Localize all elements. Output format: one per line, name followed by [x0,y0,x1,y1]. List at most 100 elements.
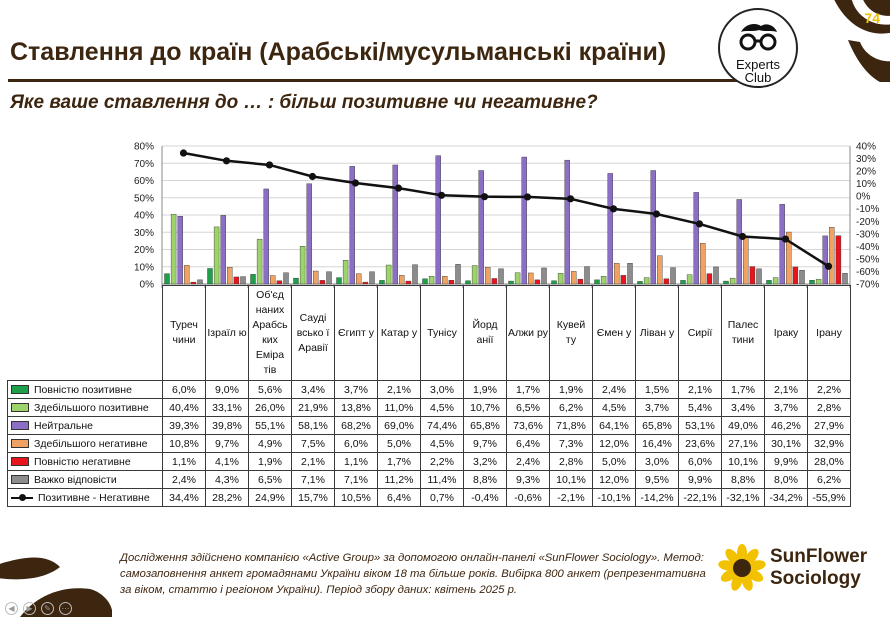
sunflower-icon [718,544,766,591]
table-cell: 53,1% [678,416,722,435]
series-name: Здебільшого негативне [34,437,148,450]
bar [584,266,590,285]
table-cell: 5,0% [592,452,636,471]
sunflower-logo-line2: Sociology [770,568,861,589]
menu-icon[interactable]: ⋯ [59,602,72,615]
bar [686,274,693,285]
bar [293,277,299,285]
category-header: Іраку [764,285,808,381]
table-cell: -0,4% [463,488,507,507]
bar [299,246,306,285]
bar [256,238,263,285]
net-point [738,232,747,241]
table-cell: -55,9% [807,488,851,507]
bar [349,166,355,285]
table-cell: 6,4% [377,488,421,507]
bar [749,266,756,285]
table-cell: 11,2% [377,470,421,489]
category-header: Кувей ту [549,285,593,381]
series-label: Повністю негативне [7,452,163,471]
bar [829,227,835,285]
table-cell: 73,6% [506,416,550,435]
table-cell: 2,1% [678,380,722,399]
bar [485,267,491,285]
sunflower-logo-line1: SunFlower [770,546,868,567]
bar [521,156,527,285]
y-right-tick-label: 40% [856,142,876,153]
table-cell: 10,7% [463,398,507,417]
bar [815,278,822,285]
edit-icon[interactable]: ✎ [41,602,54,615]
table-cell: 6,2% [807,470,851,489]
series-label: Позитивне - Негативне [7,488,163,507]
table-cell: 1,5% [635,380,679,399]
series-name: Позитивне - Негативне [38,491,150,504]
table-cell: 2,1% [377,380,421,399]
table-cell: 2,8% [549,452,593,471]
bar [379,280,385,285]
table-cell: 9,9% [678,470,722,489]
table-cell: 1,1% [162,452,206,471]
table-cell: 16,4% [635,434,679,453]
table-row: Нейтральне 39,3% 39,8% 55,1% 58,1% 68,2% 69,0%… [7,416,851,435]
table-cell: 4,5% [592,398,636,417]
bar [723,280,729,285]
y-left-tick-label: 30% [134,228,154,239]
y-right-tick-label: 20% [856,167,876,178]
bar [369,271,375,285]
bar [220,215,226,285]
table-cell: 8,8% [463,470,507,489]
table-cell: 9,5% [635,470,679,489]
bar [422,278,428,285]
table-cell: 30,1% [764,434,808,453]
category-header: Ізраїл ю [205,285,249,381]
table-cell: -34,2% [764,488,808,507]
net-point [179,149,188,157]
series-label: Важко відповісти [7,470,163,489]
y-left-tick-label: 0% [140,280,155,291]
table-corner [7,285,163,381]
experts-club-logo-line2: Club [744,70,772,85]
table-cell: 7,5% [291,434,335,453]
page-subtitle: Яке ваше ставлення до … : більш позитивн… [10,92,598,113]
bar [455,264,461,285]
table-cell: 4,1% [205,452,249,471]
bar [428,276,435,285]
page-title: Ставлення до країн (Арабські/мусульмансь… [10,38,667,66]
bar [842,273,848,285]
bar [313,270,319,285]
table-cell: 65,8% [463,416,507,435]
net-point [437,191,446,199]
table-cell: 2,1% [764,380,808,399]
table-cell: 7,1% [291,470,335,489]
table-cell: 10,8% [162,434,206,453]
table-cell: 11,0% [377,398,421,417]
table-cell: 9,0% [205,380,249,399]
table-cell: 6,4% [506,434,550,453]
net-point [480,193,489,201]
table-cell: 27,1% [721,434,765,453]
table-cell: 49,0% [721,416,765,435]
bar [435,155,441,285]
category-header: Алжи ру [506,285,550,381]
prev-slide-icon[interactable]: ◀ [5,602,18,615]
next-slide-icon[interactable]: ▶ [23,602,36,615]
bar [564,159,570,285]
table-cell: 68,2% [334,416,378,435]
bar [405,280,412,285]
table-cell: 5,4% [678,398,722,417]
table-cell: 39,3% [162,416,206,435]
bar [227,267,233,285]
net-line [183,151,830,268]
slide-nav[interactable]: ◀ ▶ ✎ ⋯ [5,598,77,616]
bar [700,243,706,285]
bar [197,279,203,285]
bar [786,231,792,285]
net-point [308,172,317,181]
table-cell: 2,8% [807,398,851,417]
y-left-tick-label: 60% [134,176,154,187]
table-cell: 5,0% [377,434,421,453]
legend-swatch [11,384,29,394]
bar [283,272,289,285]
table-cell: 5,6% [248,380,292,399]
